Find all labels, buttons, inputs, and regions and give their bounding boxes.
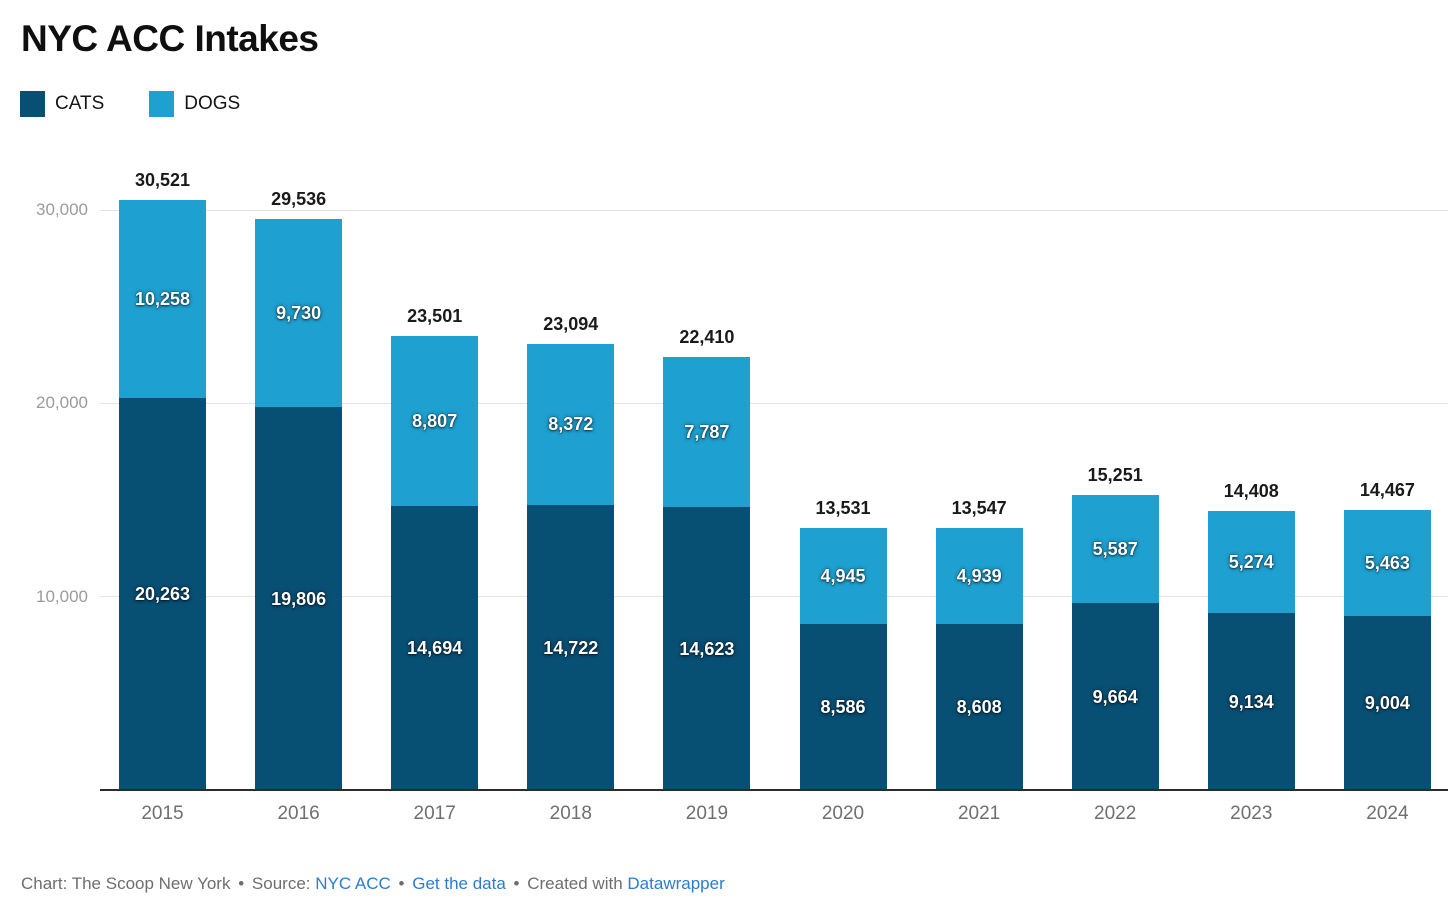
x-axis-label-2022: 2022 <box>1094 803 1137 824</box>
cats-value-label-2015: 20,263 <box>134 584 191 605</box>
dogs-value-label-2022: 5,587 <box>1092 539 1138 560</box>
dogs-value-label-2018: 8,372 <box>548 414 594 435</box>
dogs-segment-2018[interactable] <box>527 343 615 506</box>
cats-value-label-2018: 14,722 <box>543 637 599 658</box>
gridline-10000 <box>100 596 1448 598</box>
x-axis-label-2024: 2024 <box>1366 803 1409 824</box>
dogs-segment-2024[interactable] <box>1343 510 1431 616</box>
footer-separator: • <box>398 874 405 893</box>
dogs-color-swatch <box>149 91 175 117</box>
x-axis-baseline <box>100 789 1448 791</box>
cats-segment-2021[interactable] <box>935 623 1023 790</box>
total-label-2016: 29,536 <box>271 188 327 209</box>
x-axis-label-2020: 2020 <box>821 803 865 824</box>
cats-value-label-2024: 9,004 <box>1364 692 1410 713</box>
dogs-value-label-2020: 4,945 <box>820 566 866 587</box>
y-axis-tick-30000: 30,000 <box>36 200 88 219</box>
legend: CATS DOGS <box>20 91 285 117</box>
cats-segment-2019[interactable] <box>663 507 751 790</box>
legend-item-dogs: DOGS <box>149 91 240 117</box>
dogs-value-label-2015: 10,258 <box>134 289 191 310</box>
dogs-segment-2015[interactable] <box>119 199 206 399</box>
dogs-value-label-2016: 9,730 <box>276 303 322 324</box>
dogs-segment-2017[interactable] <box>391 335 479 506</box>
total-label-2015: 30,521 <box>134 169 191 190</box>
dogs-segment-2021[interactable] <box>935 528 1023 624</box>
dogs-value-label-2017: 8,807 <box>412 410 458 431</box>
x-axis-label-2017: 2017 <box>413 803 456 824</box>
x-axis-label-2021: 2021 <box>957 803 1001 824</box>
x-axis-label-2015: 2015 <box>141 803 184 824</box>
cats-value-label-2017: 14,694 <box>407 637 463 658</box>
total-label-2018: 23,094 <box>543 313 599 334</box>
total-label-2017: 23,501 <box>407 305 463 326</box>
dogs-value-label-2023: 5,274 <box>1228 552 1274 573</box>
cats-segment-2017[interactable] <box>391 505 479 790</box>
dogs-segment-2016[interactable] <box>255 218 343 408</box>
total-label-2021: 13,547 <box>951 498 1007 519</box>
dogs-value-label-2021: 4,939 <box>956 565 1002 586</box>
y-axis-tick-10000: 10,000 <box>36 586 88 606</box>
footer-separator: • <box>513 874 520 893</box>
cats-segment-2024[interactable] <box>1343 615 1431 790</box>
datawrapper-link[interactable]: Datawrapper <box>627 874 725 893</box>
cats-value-label-2019: 14,623 <box>679 638 735 659</box>
chart-credit: Chart: The Scoop New York <box>21 874 231 893</box>
legend-label-cats: CATS <box>55 93 105 114</box>
cats-segment-2016[interactable] <box>255 407 343 790</box>
cats-value-label-2016: 19,806 <box>271 588 327 609</box>
cats-value-label-2023: 9,134 <box>1228 691 1274 712</box>
dogs-segment-2023[interactable] <box>1207 511 1295 614</box>
total-label-2020: 13,531 <box>815 498 871 519</box>
total-label-2023: 14,408 <box>1223 481 1279 502</box>
cats-value-label-2021: 8,608 <box>956 696 1002 717</box>
created-with-label: Created with <box>527 874 623 893</box>
cats-color-swatch <box>20 91 45 117</box>
dogs-value-label-2019: 7,787 <box>684 422 730 442</box>
x-axis-label-2019: 2019 <box>685 803 729 824</box>
chart-title: NYC ACC Intakes <box>21 18 319 59</box>
legend-item-cats: CATS <box>20 91 104 117</box>
get-the-data-link[interactable]: Get the data <box>412 874 506 893</box>
cats-value-label-2020: 8,586 <box>820 697 866 717</box>
x-axis-label-2023: 2023 <box>1230 803 1273 824</box>
cats-segment-2018[interactable] <box>527 505 615 790</box>
cats-segment-2023[interactable] <box>1207 613 1295 790</box>
source-label: Source: <box>251 874 311 893</box>
total-label-2022: 15,251 <box>1087 465 1143 486</box>
total-label-2019: 22,410 <box>679 326 735 347</box>
dogs-value-label-2024: 5,463 <box>1364 553 1410 574</box>
dogs-segment-2019[interactable] <box>663 356 751 508</box>
y-axis-tick-20000: 20,000 <box>36 393 88 413</box>
dogs-segment-2020[interactable] <box>799 528 887 624</box>
x-axis-label-2016: 2016 <box>277 803 320 824</box>
footer-separator: • <box>238 874 245 893</box>
cats-segment-2020[interactable] <box>799 624 887 790</box>
dogs-segment-2022[interactable] <box>1071 495 1159 604</box>
total-label-2024: 14,467 <box>1359 480 1415 501</box>
legend-label-dogs: DOGS <box>184 93 241 114</box>
cats-segment-2015[interactable] <box>119 398 206 790</box>
cats-value-label-2022: 9,664 <box>1092 686 1138 707</box>
gridline-30000 <box>100 209 1448 211</box>
x-axis-label-2018: 2018 <box>549 803 592 824</box>
gridline-20000 <box>100 402 1448 404</box>
source-link[interactable]: NYC ACC <box>315 874 391 893</box>
footer: Chart: The Scoop New York • Source: NYC … <box>21 874 725 894</box>
cats-segment-2022[interactable] <box>1071 603 1159 790</box>
